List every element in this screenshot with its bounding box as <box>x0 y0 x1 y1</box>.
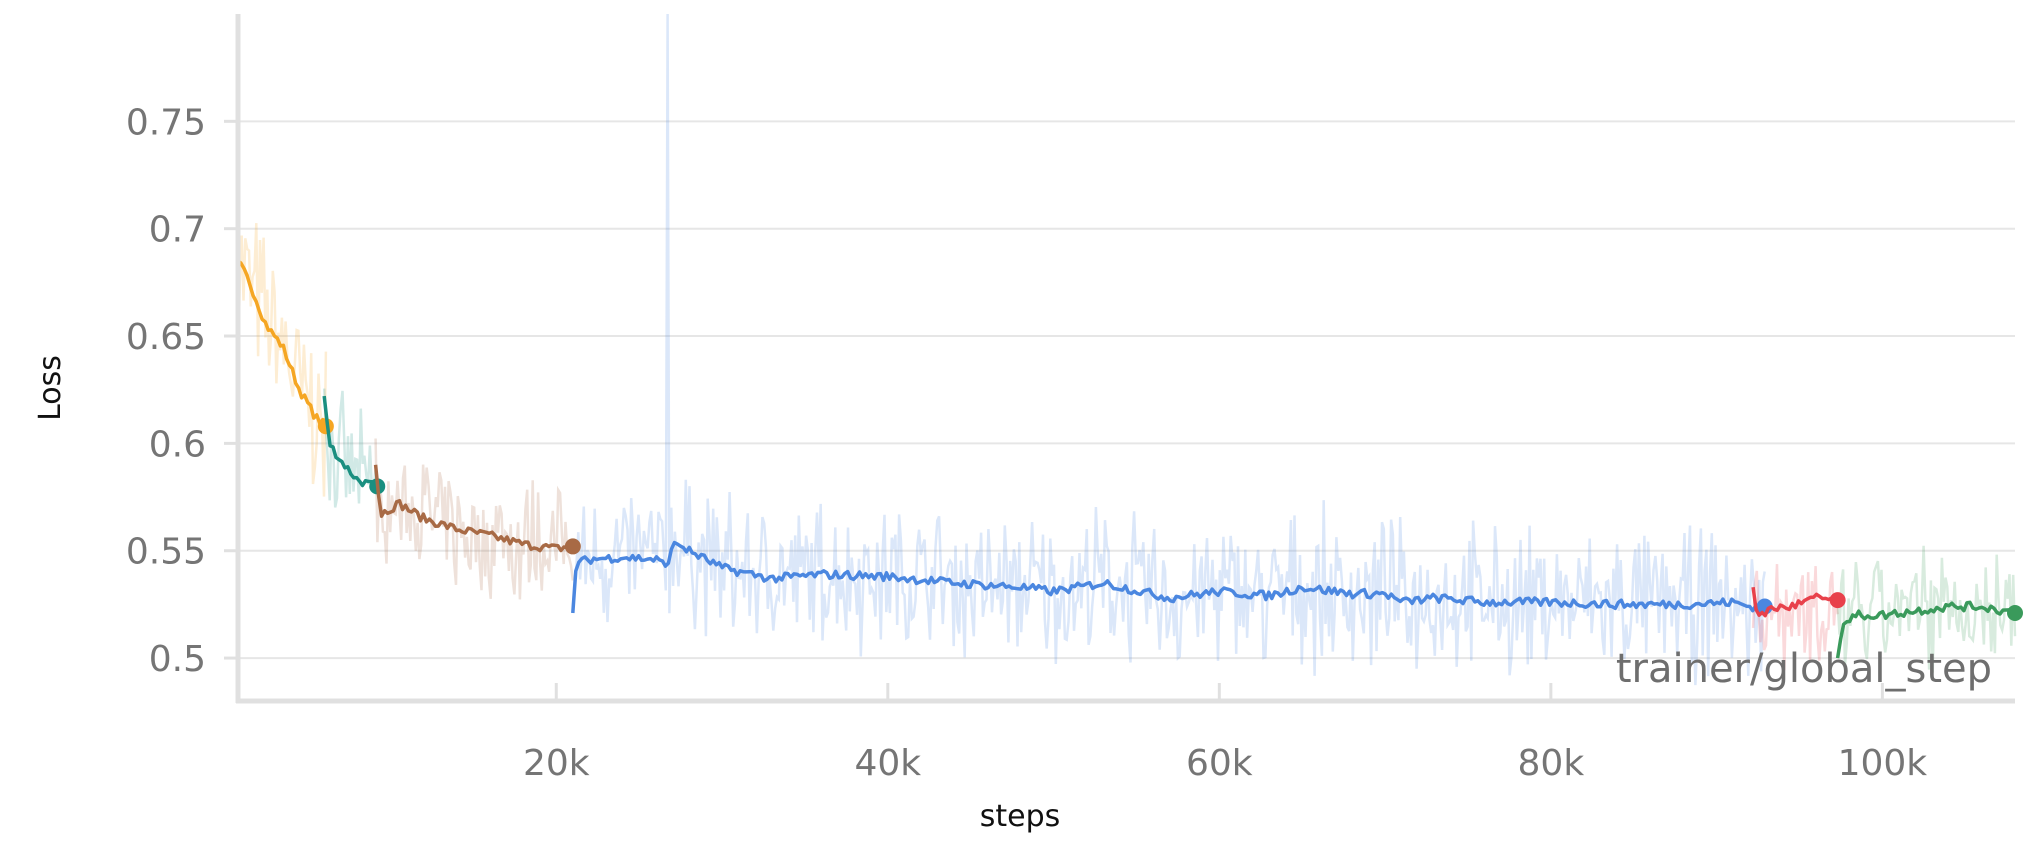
smoothed-loss-line <box>1751 586 1838 618</box>
x-tick-label: 80k <box>1518 743 1585 784</box>
smoothed-loss-line <box>571 540 1766 614</box>
raw-loss-line <box>374 438 575 600</box>
y-tick-label: 0.65 <box>126 317 206 358</box>
axes <box>235 14 2015 704</box>
raw-loss-line <box>1836 545 2017 673</box>
smoothed-series-layer <box>236 259 2023 659</box>
y-tick-label: 0.55 <box>126 532 206 573</box>
x-tick-label: 40k <box>854 743 921 784</box>
smoothed-loss-line <box>1835 600 2017 659</box>
grid-lines <box>238 120 2015 660</box>
y-tick-label: 0.6 <box>149 424 206 465</box>
series-end-marker <box>2007 604 2023 621</box>
smoothed-loss-line <box>236 259 328 427</box>
smoothed-loss-line <box>322 395 379 488</box>
x-tick-label: 100k <box>1838 743 1928 784</box>
raw-loss-line <box>571 13 1766 686</box>
y-tick-label: 0.7 <box>149 210 206 251</box>
x-axis-tag: trainer/global_step <box>1616 646 1992 692</box>
y-tick-label: 0.5 <box>149 639 206 680</box>
tick-labels: 0.5 0.55 0.6 0.65 0.7 0.75 20k 40k 60k 80k 100k <box>126 102 1927 784</box>
raw-loss-line <box>1751 564 1839 671</box>
x-tick-label: 60k <box>1186 743 1253 784</box>
x-axis-title: steps <box>980 799 1061 834</box>
smoothed-loss-line <box>373 464 574 553</box>
series-end-marker <box>564 538 581 555</box>
y-tick-label: 0.75 <box>126 102 206 143</box>
y-axis-title: Loss <box>33 355 68 421</box>
x-tick-label: 20k <box>523 743 590 784</box>
series-end-marker <box>1829 592 1846 609</box>
raw-loss-line <box>236 223 328 497</box>
raw-series-layer <box>236 13 2017 686</box>
